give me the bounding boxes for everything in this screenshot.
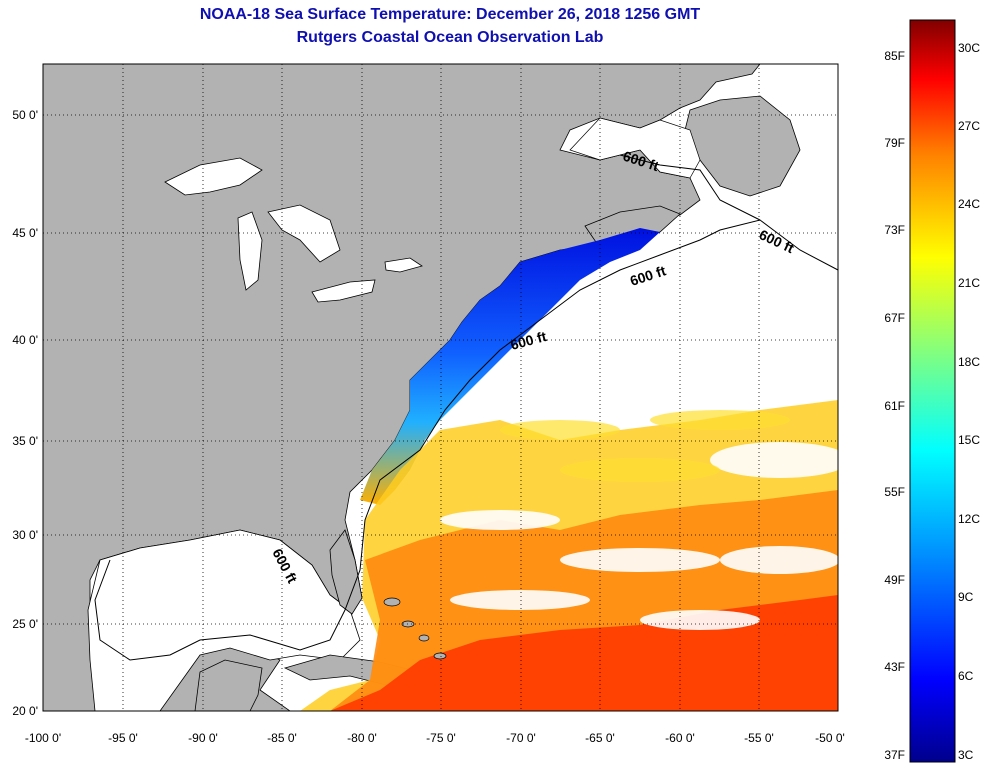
colorbar-c-label: 3C [958,748,974,762]
colorbar-celsius-labels: 30C 27C 24C 21C 18C 15C 12C 9C 6C 3C [958,41,980,762]
colorbar-c-label: 18C [958,355,980,369]
colorbar-c-label: 27C [958,119,980,133]
map-area [43,64,838,711]
map-title: NOAA-18 Sea Surface Temperature: Decembe… [199,6,701,23]
lon-tick-label: -70 0' [506,731,536,745]
lat-tick-label: 35 0' [12,434,38,448]
yucatan-peninsula [194,659,263,711]
colorbar-c-label: 6C [958,669,974,683]
lat-tick-label: 50 0' [12,108,38,122]
longitude-axis: -100 0' -95 0' -90 0' -85 0' -80 0' -75 … [25,731,845,745]
colorbar-c-label: 21C [958,276,980,290]
great-lakes [164,157,423,303]
map-subtitle: Rutgers Coastal Ocean Observation Lab [296,29,604,46]
lon-tick-label: -90 0' [188,731,218,745]
lon-tick-label: -95 0' [108,731,138,745]
lat-tick-label: 25 0' [12,617,38,631]
colorbar-f-label: 49F [884,573,905,587]
shelf-contour-600ft-north [619,154,761,221]
graticule [43,64,838,711]
colorbar-f-label: 79F [884,136,905,150]
colorbar-f-label: 43F [884,660,905,674]
lon-tick-label: -55 0' [744,731,774,745]
colorbar-fahrenheit-labels: 85F 79F 73F 67F 61F 55F 49F 43F 37F [884,49,905,762]
colorbar-f-label: 61F [884,399,905,413]
lat-tick-label: 40 0' [12,333,38,347]
colorbar-c-label: 9C [958,590,974,604]
colorbar-f-label: 37F [884,748,905,762]
lon-tick-label: -80 0' [347,731,377,745]
colorbar-c-label: 12C [958,512,980,526]
gulf-of-st-lawrence [569,117,701,179]
colorbar-c-label: 30C [958,41,980,55]
lon-tick-label: -75 0' [426,731,456,745]
colorbar-c-label: 15C [958,433,980,447]
colorbar-f-label: 55F [884,485,905,499]
lat-tick-label: 20 0' [12,704,38,718]
lon-tick-label: -50 0' [815,731,845,745]
colorbar-c-label: 24C [958,197,980,211]
temperature-colorbar [909,19,956,763]
colorbar-f-label: 67F [884,311,905,325]
lon-tick-label: -85 0' [267,731,297,745]
colorbar-f-label: 85F [884,49,905,63]
colorbar-f-label: 73F [884,223,905,237]
lon-tick-label: -60 0' [665,731,695,745]
florida [329,529,363,615]
latitude-axis: 50 0' 45 0' 40 0' 35 0' 30 0' 25 0' 20 0… [12,108,38,718]
cloud-mask [440,350,838,630]
shelf-contour-600ft [94,219,838,661]
lat-tick-label: 45 0' [12,226,38,240]
sst-cold-coastal-band [360,228,660,505]
lon-tick-label: -100 0' [25,731,61,745]
lon-tick-label: -65 0' [585,731,615,745]
map-frame [42,63,839,712]
lat-tick-label: 30 0' [12,528,38,542]
